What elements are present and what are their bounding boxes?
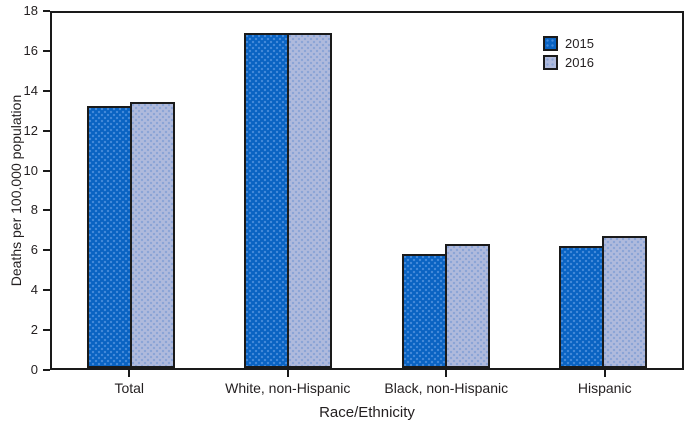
legend-item-2015: 2015 <box>543 36 594 51</box>
y-tick-label: 18 <box>23 3 38 18</box>
bar-2016-white-non-hispanic <box>287 32 333 368</box>
y-tick-label: 12 <box>23 122 38 138</box>
y-tick-mark <box>43 129 50 132</box>
x-axis-title: Race/Ethnicity <box>319 404 415 421</box>
x-tick-mark <box>128 370 131 377</box>
y-tick-mark <box>43 169 50 172</box>
bar-2016-total <box>129 101 175 368</box>
bar-group-hispanic <box>525 13 683 368</box>
legend-swatch-2016 <box>543 55 558 70</box>
x-tick-mark <box>445 370 448 377</box>
y-tick-label: 10 <box>23 162 38 178</box>
bar-2015-black-non-hispanic <box>401 253 447 368</box>
x-category-label-hispanic: Hispanic <box>577 380 632 396</box>
y-tick-mark <box>43 329 50 332</box>
x-category-label-white-non-hispanic: White, non-Hispanic <box>225 380 351 396</box>
x-tick-mark <box>286 370 289 377</box>
y-tick-mark <box>43 89 50 92</box>
y-tick-label: 14 <box>23 82 38 98</box>
y-tick-label: 8 <box>30 202 38 218</box>
plot-area <box>50 11 684 370</box>
bar-group-total <box>52 13 210 368</box>
y-tick-mark <box>43 249 50 252</box>
y-tick-mark <box>43 10 50 12</box>
y-tick-mark <box>43 49 50 52</box>
y-tick-mark <box>43 209 50 212</box>
x-tick-mark <box>603 370 606 377</box>
x-category-label-black-non-hispanic: Black, non-Hispanic <box>384 380 509 396</box>
bar-2015-white-non-hispanic <box>244 32 290 368</box>
legend-swatch-2015 <box>543 36 558 51</box>
y-tick-label: 16 <box>23 42 38 58</box>
y-tick-label: 4 <box>30 282 38 298</box>
bar-group-black-non-hispanic <box>367 13 525 368</box>
x-axis: Total White, non-Hispanic Black, non-Hispa… <box>50 370 684 404</box>
y-axis: 0 2 4 6 8 10 12 14 16 18 <box>0 4 50 377</box>
y-tick-label: 0 <box>30 362 38 377</box>
bar-2015-hispanic <box>559 245 605 368</box>
bar-2016-black-non-hispanic <box>444 243 490 368</box>
y-tick-mark <box>43 369 50 371</box>
bar-2015-total <box>86 105 132 368</box>
legend: 2015 2016 <box>543 36 594 74</box>
bar-group-white-non-hispanic <box>210 13 368 368</box>
legend-label: 2015 <box>565 36 594 51</box>
y-tick-label: 2 <box>30 322 38 338</box>
legend-item-2016: 2016 <box>543 55 594 70</box>
legend-label: 2016 <box>565 55 594 70</box>
y-tick-mark <box>43 289 50 292</box>
y-tick-label: 6 <box>30 242 38 258</box>
bars-layer <box>52 13 682 368</box>
bar-2016-hispanic <box>602 235 648 368</box>
x-category-label-total: Total <box>114 380 145 396</box>
